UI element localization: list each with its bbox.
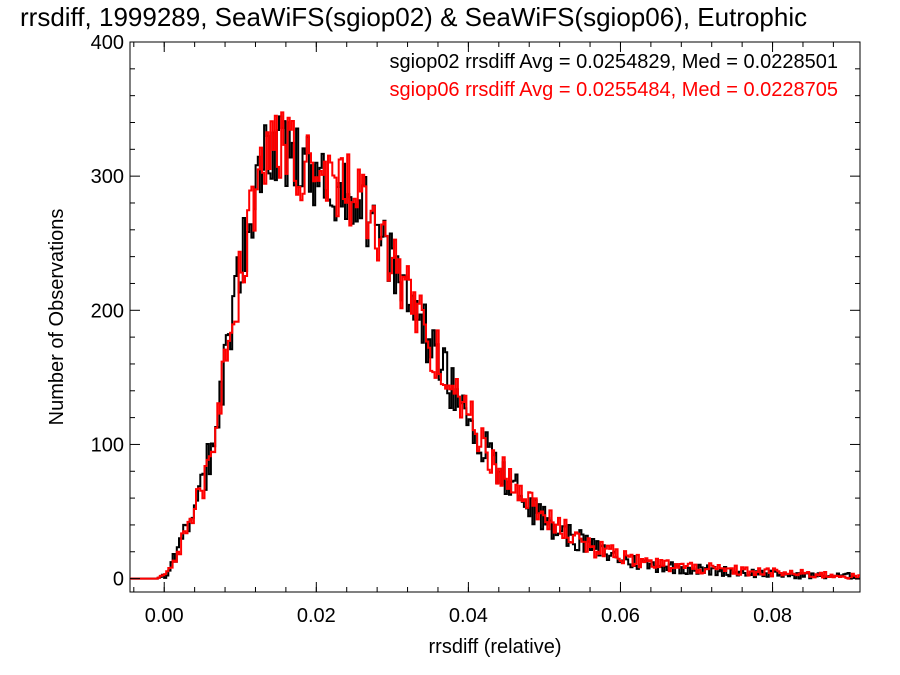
- ticks-layer: 0.00 0.02 0.04 0.06 0.08 0 100 200 300 400: [91, 32, 860, 627]
- y-tick-label: 300: [91, 166, 124, 188]
- x-axis-label: rrsdiff (relative): [429, 636, 562, 658]
- x-tick-label: 0.06: [601, 605, 640, 627]
- x-tick-label: 0.00: [145, 605, 184, 627]
- plot-frame: [129, 41, 861, 593]
- x-tick-label: 0.02: [297, 605, 336, 627]
- histogram-series-sgiop02: [130, 115, 860, 580]
- x-tick-label: 0.04: [449, 605, 488, 627]
- legend-sgiop06-stats: sgiop06 rrsdiff Avg = 0.0255484, Med = 0…: [390, 79, 839, 101]
- legend-sgiop02-stats: sgiop02 rrsdiff Avg = 0.0254829, Med = 0…: [390, 51, 839, 73]
- x-tick-label: 0.08: [753, 605, 792, 627]
- series-layer: [130, 111, 860, 580]
- y-tick-label: 0: [113, 569, 124, 591]
- histogram-series-sgiop06: [130, 111, 860, 580]
- y-tick-label: 200: [91, 300, 124, 322]
- chart-title: rrsdiff, 1999289, SeaWiFS(sgiop02) & Sea…: [20, 2, 807, 32]
- y-tick-label: 400: [91, 32, 124, 54]
- y-tick-label: 100: [91, 434, 124, 456]
- y-axis-label: Number of Observations: [46, 209, 68, 426]
